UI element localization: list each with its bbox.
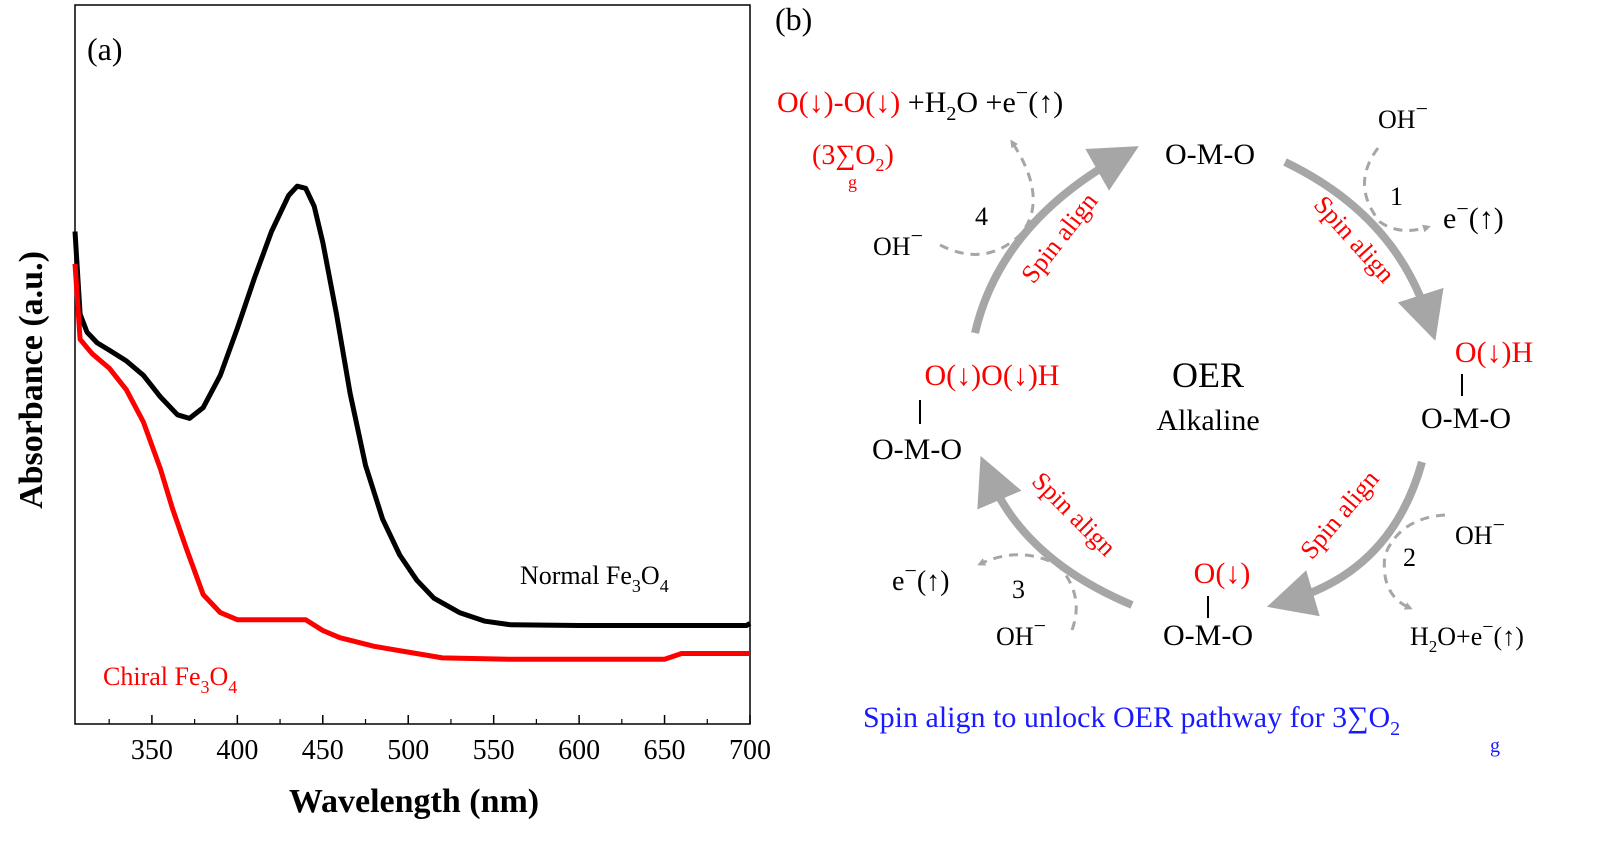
plot-frame xyxy=(74,4,751,725)
x-tick-label: 700 xyxy=(729,735,771,766)
triplet-oxygen: (3∑O2) xyxy=(812,140,894,175)
center-subtitle: Alkaline xyxy=(1156,404,1259,437)
cycle-arrow-1 xyxy=(1283,158,1444,341)
step-number-3: 3 xyxy=(1012,575,1025,604)
step1-product: e−(↑) xyxy=(1443,196,1504,235)
step3-product: e−(↑) xyxy=(892,558,950,597)
x-axis-label: Wavelength (nm) xyxy=(289,783,539,820)
oh-step3-text: OH xyxy=(996,622,1034,651)
panel-label-b: (b) xyxy=(775,1,812,37)
legend-normal-main: Normal Fe xyxy=(520,561,632,590)
panel-label-a: (a) xyxy=(87,31,123,67)
product-h2o-b: O +e xyxy=(956,86,1015,119)
legend-chiral-sub1: 3 xyxy=(201,677,210,697)
cycle-arrow-2 xyxy=(1266,460,1426,617)
cycle-arrow-4 xyxy=(971,146,1139,334)
oh-step4-text: OH xyxy=(873,232,911,261)
step-number-1: 1 xyxy=(1390,182,1403,211)
step3-paren: (↑) xyxy=(917,566,950,597)
step2-sub: 2 xyxy=(1429,637,1438,656)
oh-label-step1: OH− xyxy=(1378,96,1428,134)
cycle-arrow-3 xyxy=(977,455,1134,609)
step-number-2: 2 xyxy=(1403,543,1416,572)
x-tick-label: 400 xyxy=(216,735,258,766)
x-axis-ticks: 350 400 450 500 550 600 650 700 xyxy=(108,715,771,766)
node-right-top: O(↓)H xyxy=(1455,336,1533,369)
caption: Spin align to unlock OER pathway for 3∑O… xyxy=(863,701,1400,740)
step3-e: e xyxy=(892,566,904,597)
oer-cycle-diagram: (b) Spin align Spin align Spin align Spi… xyxy=(775,1,1533,757)
x-tick-label: 550 xyxy=(473,735,515,766)
step1-paren: (↑) xyxy=(1469,202,1504,235)
triplet-sigma: ∑ xyxy=(835,140,855,171)
step2-product: H2O+e−(↑) xyxy=(1410,616,1524,656)
step-number-4: 4 xyxy=(975,202,988,231)
x-tick-label: 650 xyxy=(644,735,686,766)
step2-minus: − xyxy=(1482,616,1493,638)
oh-step2-minus: − xyxy=(1493,512,1505,537)
step1-minus: − xyxy=(1456,196,1468,221)
dash-arrow-step3 xyxy=(977,553,1078,631)
series-line-normal xyxy=(72,183,752,628)
dash-arrow-step1 xyxy=(1363,147,1431,233)
legend-chiral: Chiral Fe3O4 xyxy=(103,662,237,697)
triplet-sigma-sub: g xyxy=(848,172,857,192)
product-equation: O(↓)-O(↓) +H2O +e−(↑) xyxy=(777,80,1063,125)
legend-normal-mid: O xyxy=(641,561,660,590)
oh-step3-minus: − xyxy=(1034,613,1046,638)
legend-normal-sub2: 4 xyxy=(660,576,669,596)
node-top: O-M-O xyxy=(1165,138,1255,171)
product-minus: − xyxy=(1016,80,1028,105)
oh-label-step4: OH− xyxy=(873,223,923,261)
oh-step1-text: OH xyxy=(1378,105,1416,134)
step2-h: H xyxy=(1410,622,1429,651)
oh-label-step3: OH− xyxy=(996,613,1046,651)
caption-text: Spin align to unlock OER pathway for 3 xyxy=(863,701,1347,734)
step3-minus: − xyxy=(904,558,916,583)
x-tick-label: 500 xyxy=(387,735,429,766)
triplet-o: O xyxy=(855,140,875,171)
series-layer xyxy=(72,183,752,662)
node-right-bottom: O-M-O xyxy=(1421,402,1511,435)
triplet-open: (3 xyxy=(812,140,835,171)
legend-normal-sub1: 3 xyxy=(632,576,641,596)
x-tick-label: 600 xyxy=(558,735,600,766)
legend-chiral-main: Chiral Fe xyxy=(103,662,201,691)
absorbance-chart: (a) 350 400 450 500 550 600 650 700 Wavelength … xyxy=(13,4,771,820)
center-title: OER xyxy=(1172,355,1244,395)
caption-o: O xyxy=(1369,701,1391,734)
series-line-chiral xyxy=(72,263,750,662)
x-tick-label: 350 xyxy=(131,735,173,766)
oh-label-step2: OH− xyxy=(1455,512,1505,550)
step2-rest: O+e xyxy=(1437,622,1482,651)
dash-arrow-step2 xyxy=(1382,513,1446,610)
node-left-top: O(↓)O(↓)H xyxy=(925,359,1060,392)
oh-step2-text: OH xyxy=(1455,521,1493,550)
dash-arrow-step4 xyxy=(939,139,1035,256)
caption-o-sub: 2 xyxy=(1390,718,1400,740)
node-bottom-bottom: O-M-O xyxy=(1163,619,1253,652)
oh-step1-minus: − xyxy=(1416,96,1428,121)
step2-paren: (↑) xyxy=(1494,622,1524,651)
step1-e: e xyxy=(1443,202,1456,235)
node-left-bottom: O-M-O xyxy=(872,433,962,466)
oh-step4-minus: − xyxy=(911,223,923,248)
caption-sigma-sub: g xyxy=(1490,735,1500,757)
triplet-close: ) xyxy=(885,140,894,171)
x-tick-label: 450 xyxy=(302,735,344,766)
product-h2o-sub: 2 xyxy=(946,103,956,125)
legend-chiral-sub2: 4 xyxy=(228,677,237,697)
triplet-o-sub: 2 xyxy=(876,155,885,175)
product-red: O(↓)-O(↓) xyxy=(777,86,900,119)
product-h2o-a: +H xyxy=(900,86,946,119)
y-axis-label: Absorbance (a.u.) xyxy=(13,251,50,509)
legend-normal: Normal Fe3O4 xyxy=(520,561,669,596)
legend-chiral-mid: O xyxy=(210,662,229,691)
node-bottom-top: O(↓) xyxy=(1194,557,1251,590)
product-paren: (↑) xyxy=(1028,86,1063,119)
caption-sigma: ∑ xyxy=(1347,701,1368,734)
